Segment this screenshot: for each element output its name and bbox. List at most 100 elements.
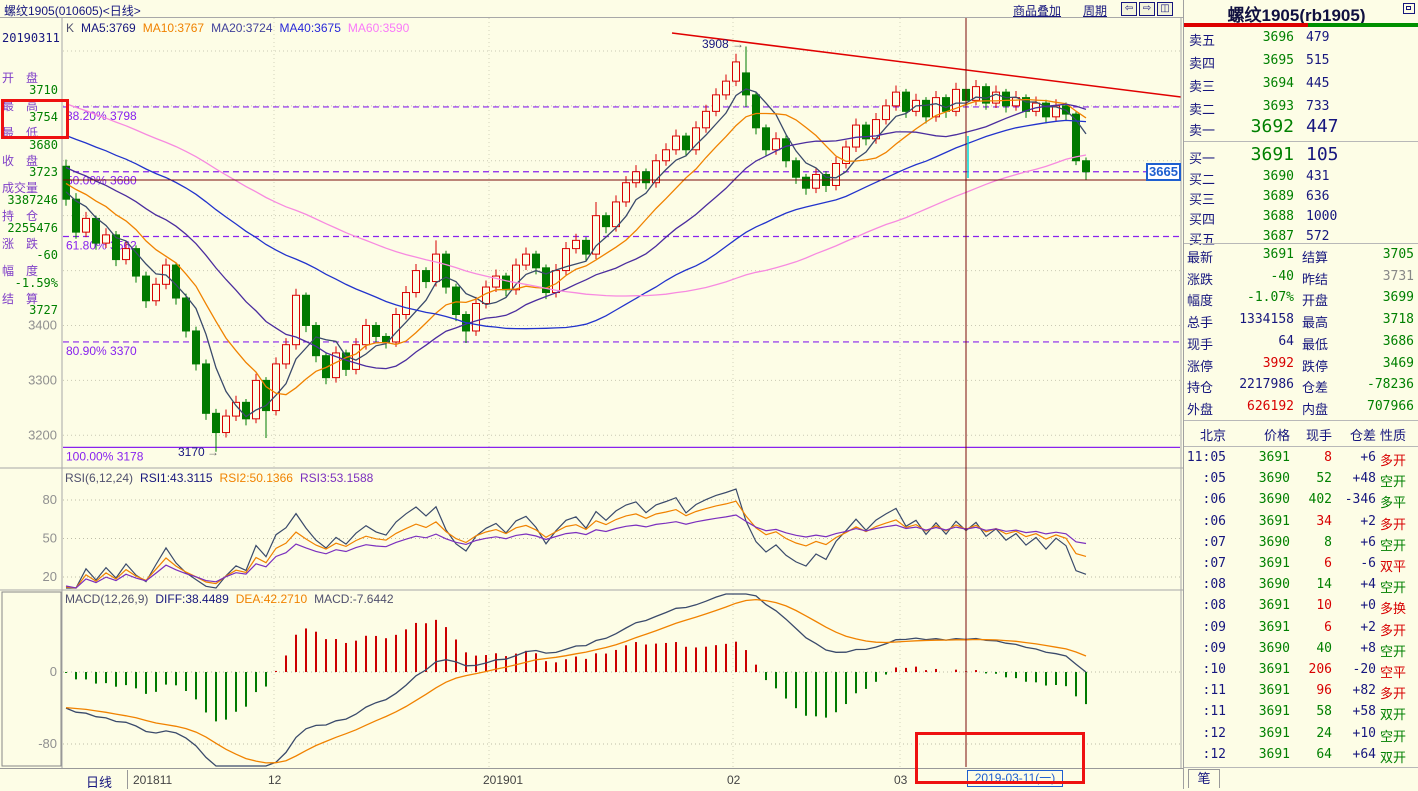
bid-price: 3689: [1262, 189, 1294, 204]
quote-value: 3469: [1382, 355, 1414, 371]
ask-price: 3695: [1262, 53, 1294, 68]
tick-volume: 8: [1324, 450, 1332, 465]
contract-title: 螺纹1905(rb1905): [1227, 6, 1366, 25]
quote-label: 外盘: [1187, 401, 1214, 417]
tick-time: :11: [1202, 683, 1226, 699]
ask-volume: 447: [1306, 116, 1339, 137]
macd-legend-item: DIFF:38.4489: [155, 592, 229, 606]
tick-volume: 52: [1316, 471, 1332, 487]
crosshair-price-label: 3665: [1146, 163, 1181, 181]
bid-row[interactable]: 买四 3688 1000: [1184, 209, 1418, 229]
tick-price: 3690: [1258, 492, 1290, 508]
tick-price: 3691: [1258, 450, 1290, 465]
ohlc-label: 最 高: [2, 98, 39, 113]
tick-price: 3690: [1258, 577, 1290, 593]
tick-row: :07 3691 6 -6 双平: [1184, 556, 1418, 576]
tick-oi-delta: +64: [1352, 746, 1376, 762]
period-link[interactable]: 周期: [1083, 4, 1108, 18]
ask-row[interactable]: 卖一 3692 447: [1184, 116, 1418, 140]
tick-row: :06 3691 34 +2 多开: [1184, 514, 1418, 534]
macd-legend: MACD(12,26,9) DIFF:38.4489 DEA:42.2710 MACD…: [65, 592, 401, 606]
ma-legend-item: MA5:3769: [81, 21, 136, 35]
tick-row: :07 3690 8 +6 空开: [1184, 535, 1418, 555]
crosshair-date-label: 2019-03-11(一): [967, 770, 1063, 787]
quote-label: 最低: [1302, 336, 1329, 352]
ohlc-value: 3710: [29, 82, 58, 97]
ask-price: 3693: [1262, 99, 1294, 114]
prev-page-icon[interactable]: ⇦: [1121, 2, 1137, 16]
svg-text:3300: 3300: [28, 372, 57, 387]
quote-value: -40: [1270, 268, 1294, 284]
tick-price: 3691: [1258, 619, 1290, 635]
tick-volume: 206: [1308, 662, 1332, 677]
quote-value: 707966: [1367, 398, 1414, 414]
quote-label: 最新: [1187, 250, 1214, 265]
tick-row: :12 3691 64 +64 双开: [1184, 747, 1418, 767]
tick-oi-delta: +4: [1360, 577, 1376, 593]
split-view-icon[interactable]: ◫: [1157, 2, 1173, 16]
ask-volume: 445: [1306, 76, 1330, 91]
tick-oi-delta: +6: [1360, 534, 1376, 550]
restore-window-icon[interactable]: [1403, 3, 1415, 14]
svg-text:0: 0: [50, 664, 57, 679]
tick-row: :09 3690 40 +8 空开: [1184, 641, 1418, 661]
bid-row[interactable]: 买一 3691 105: [1184, 144, 1418, 168]
ma-legend-item: MA10:3767: [142, 21, 205, 35]
quote-label: 持仓: [1187, 380, 1214, 396]
ohlc-value: 3680: [29, 137, 58, 152]
tick-table-header: 北京 价格 现手 仓差 性质: [1184, 425, 1418, 445]
ask-row[interactable]: 卖三 3694 445: [1184, 76, 1418, 96]
tick-oi-delta: +8: [1360, 640, 1376, 656]
tick-time: :10: [1202, 662, 1226, 677]
tick-oi-delta: +2: [1360, 619, 1376, 635]
ask-price: 3696: [1262, 30, 1294, 45]
ask-row[interactable]: 卖五 3696 479: [1184, 30, 1418, 50]
ask-level-label: 卖一: [1189, 123, 1216, 138]
tick-nature: 空开: [1380, 643, 1407, 659]
ohlc-label: 成交量: [2, 181, 39, 196]
quote-row: 持仓 2217986 仓差 -78236: [1184, 377, 1418, 397]
quote-row: 最新 3691 结算 3705: [1184, 247, 1418, 267]
period-selector[interactable]: 日线: [86, 775, 113, 790]
tick-price: 3691: [1258, 598, 1290, 614]
tick-price: 3691: [1258, 683, 1290, 699]
bid-volume: 572: [1306, 229, 1330, 244]
tick-time: :06: [1202, 492, 1226, 508]
tick-nature: 空开: [1380, 580, 1407, 596]
ma-legend-item: MA40:3675: [279, 21, 341, 35]
bid-row[interactable]: 买五 3687 572: [1184, 229, 1418, 249]
quote-value: 64: [1278, 333, 1294, 349]
tick-time: :07: [1202, 556, 1226, 571]
tick-price: 3690: [1258, 534, 1290, 550]
ask-price: 3694: [1262, 76, 1294, 91]
tick-row: :08 3690 14 +4 空开: [1184, 577, 1418, 597]
tick-nature: 多开: [1380, 622, 1407, 638]
tick-oi-delta: -6: [1360, 556, 1376, 571]
svg-text:→: →: [207, 445, 219, 459]
svg-text:3400: 3400: [28, 317, 57, 332]
tab-bi[interactable]: 笔: [1188, 769, 1220, 788]
tick-header-cell: 性质: [1380, 428, 1407, 443]
bid-volume: 105: [1306, 144, 1339, 165]
tick-oi-delta: +10: [1352, 725, 1376, 741]
tick-header-cell: 价格: [1263, 428, 1290, 443]
tick-price: 3690: [1258, 640, 1290, 656]
axis-separator: [127, 770, 128, 789]
tick-nature: 空开: [1380, 537, 1407, 553]
chart-area[interactable]: 3400 3300 3200 38.20% 3798 50.00% 3680 61.80%…: [0, 0, 1183, 771]
bid-row[interactable]: 买二 3690 431: [1184, 169, 1418, 189]
tick-time: :08: [1202, 577, 1226, 593]
tick-volume: 8: [1324, 534, 1332, 550]
ask-row[interactable]: 卖四 3695 515: [1184, 53, 1418, 73]
ma-legend-name: K: [66, 21, 75, 35]
next-page-icon[interactable]: ⇨: [1139, 2, 1155, 16]
ask-row[interactable]: 卖二 3693 733: [1184, 99, 1418, 119]
time-axis-bar: 日线 201811 12 201901 02 03 2019-03-11(一): [0, 768, 1183, 790]
bid-row[interactable]: 买三 3689 636: [1184, 189, 1418, 209]
ohlc-label: 持 仓: [2, 209, 39, 223]
macd-legend-item: MACD:-7.6442: [314, 592, 394, 606]
tick-volume: 96: [1316, 683, 1332, 699]
month-label: 201811: [133, 773, 173, 787]
overlay-link[interactable]: 商品叠加: [1013, 4, 1062, 18]
